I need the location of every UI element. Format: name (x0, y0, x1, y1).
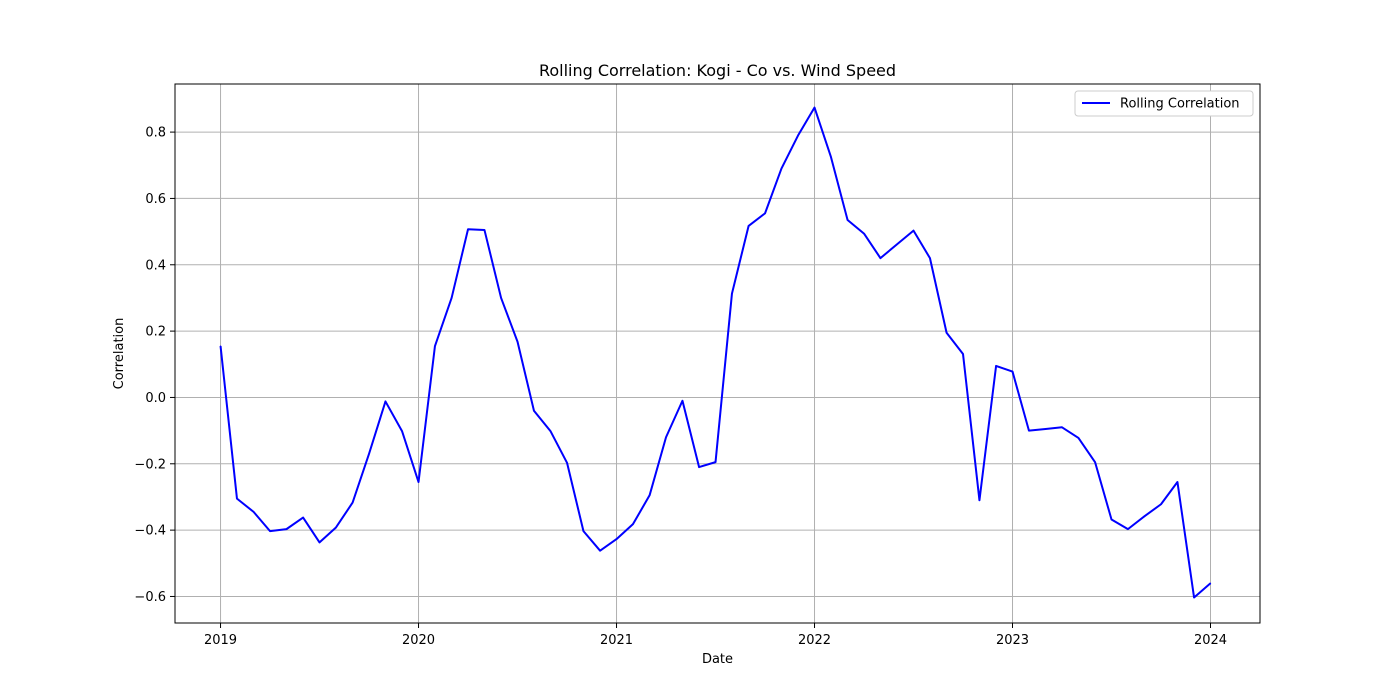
series-layer (219, 106, 1212, 599)
y-tick-label: −0.6 (134, 590, 166, 605)
data-point (269, 530, 271, 532)
plot-frame (174, 83, 1261, 624)
legend-label: Rolling Correlation (1120, 97, 1240, 112)
data-point (236, 498, 238, 500)
chart-title: Rolling Correlation: Kogi - Co vs. Wind … (539, 61, 896, 80)
data-point (582, 530, 585, 532)
data-point (451, 297, 453, 299)
data-point (302, 516, 304, 519)
data-point (813, 106, 816, 109)
data-point (747, 225, 750, 227)
data-point (1061, 426, 1063, 428)
data-point (615, 538, 618, 540)
y-tick-label: −0.4 (134, 524, 166, 539)
x-axis-label: Date (702, 652, 733, 667)
data-point (318, 541, 321, 544)
data-point (780, 167, 783, 170)
data-point (978, 499, 981, 501)
data-point (929, 257, 931, 259)
x-tick-label: 2019 (204, 633, 237, 648)
data-point (764, 212, 766, 214)
data-point (434, 345, 436, 347)
data-point (1110, 518, 1113, 521)
data-point (1176, 481, 1179, 483)
x-axis: 2019 2020 2021 2022 2023 2024 (204, 623, 1227, 648)
data-point (566, 462, 568, 464)
grid (175, 84, 1260, 623)
x-tick-label: 2021 (600, 633, 633, 648)
data-point (599, 550, 601, 552)
data-point (830, 156, 832, 158)
data-point (401, 430, 403, 432)
data-point (483, 229, 486, 231)
data-point (1094, 461, 1096, 463)
series-line (219, 106, 1212, 599)
data-point (352, 502, 354, 504)
data-point (962, 353, 964, 355)
y-tick-label: 0.4 (145, 258, 166, 273)
y-axis: −0.6 −0.4 −0.2 0.0 0.2 0.4 0.6 0.8 (134, 126, 175, 605)
data-point (1028, 430, 1030, 432)
data-point (1143, 515, 1146, 517)
data-point (632, 523, 634, 525)
data-point (533, 410, 535, 412)
legend: Rolling Correlation (1074, 90, 1254, 117)
data-point (285, 528, 288, 530)
data-point (879, 257, 882, 259)
data-point (384, 400, 387, 403)
x-tick-label: 2024 (1194, 633, 1227, 648)
data-point (681, 400, 684, 402)
data-point (945, 332, 948, 334)
data-point (500, 297, 502, 299)
data-point (1077, 437, 1080, 439)
data-point (1209, 582, 1212, 584)
y-tick-label: 0.2 (145, 325, 166, 340)
y-tick-label: −0.2 (134, 457, 166, 472)
data-point (467, 228, 469, 230)
data-point (516, 341, 519, 343)
data-point (731, 293, 733, 295)
data-point (253, 511, 255, 513)
y-tick-label: 0.6 (145, 192, 166, 207)
x-tick-label: 2023 (996, 633, 1029, 648)
legend-box (1074, 90, 1254, 117)
data-point (1127, 528, 1129, 530)
data-point (797, 134, 799, 137)
data-point (698, 466, 700, 468)
data-point (648, 494, 651, 496)
data-point (417, 481, 420, 483)
data-point (549, 430, 552, 432)
y-axis-label: Correlation (112, 318, 127, 390)
data-point (912, 230, 915, 232)
data-point (1011, 370, 1014, 373)
data-point (219, 345, 222, 347)
x-tick-label: 2020 (402, 633, 435, 648)
data-point (1193, 596, 1195, 599)
data-point (665, 436, 667, 438)
data-point (896, 243, 898, 245)
data-point (1044, 428, 1047, 430)
data-point (846, 219, 849, 221)
y-tick-label: 0.0 (145, 391, 166, 406)
data-point (368, 453, 370, 455)
data-point (1160, 503, 1162, 505)
y-tick-label: 0.8 (145, 126, 166, 141)
data-point (995, 365, 997, 367)
data-point (714, 461, 717, 463)
x-tick-label: 2022 (798, 633, 831, 648)
data-point (335, 526, 337, 529)
data-point (863, 232, 865, 235)
